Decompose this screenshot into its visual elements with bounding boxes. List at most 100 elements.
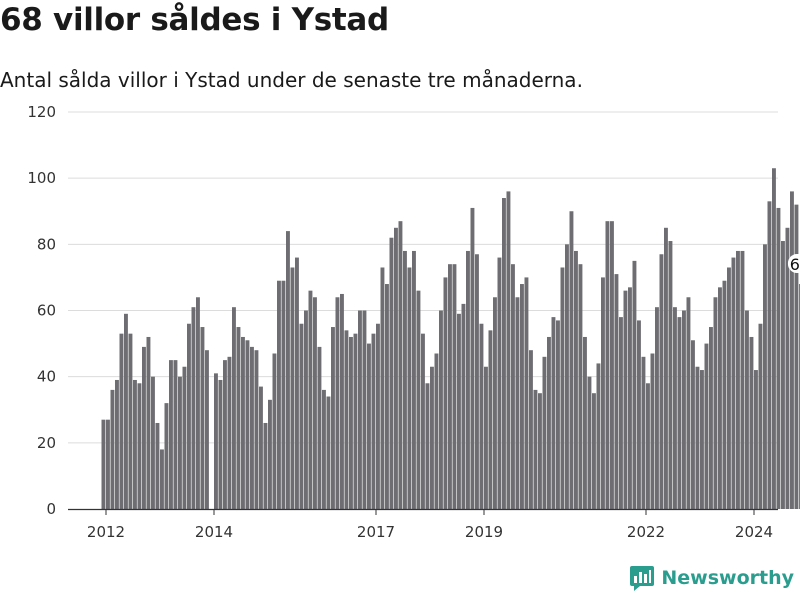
bar <box>736 250 740 509</box>
bar <box>565 244 569 510</box>
bar <box>200 327 205 509</box>
x-tick-label: 2024 <box>735 523 773 540</box>
bar <box>403 250 407 509</box>
bar <box>659 254 664 509</box>
bar <box>781 241 785 509</box>
bar <box>236 327 241 509</box>
bar <box>326 396 331 509</box>
bar <box>277 280 281 509</box>
bar <box>475 254 479 509</box>
bar <box>650 353 655 509</box>
annotation: 68 <box>787 254 800 274</box>
bar <box>677 317 682 509</box>
bar <box>767 201 772 509</box>
bar <box>439 310 443 509</box>
bar <box>605 221 610 510</box>
chart-title: 68 villor såldes i Ystad <box>0 2 389 38</box>
bar <box>655 307 659 509</box>
bar <box>331 327 335 509</box>
bar <box>524 277 529 509</box>
bar <box>142 346 146 509</box>
bar <box>101 419 106 509</box>
bar <box>182 366 187 509</box>
bar <box>673 307 677 509</box>
bar <box>335 297 340 509</box>
bar <box>434 353 439 509</box>
bar <box>632 260 637 509</box>
y-tick-label: 40 <box>37 368 56 386</box>
bar <box>785 227 790 509</box>
bar <box>263 422 268 509</box>
bar <box>452 264 457 509</box>
y-tick-label: 0 <box>46 500 56 518</box>
bar <box>754 370 758 509</box>
bar <box>740 250 745 509</box>
bar <box>560 267 565 509</box>
chart-subtitle: Antal sålda villor i Ystad under de sena… <box>0 68 583 92</box>
bar <box>124 313 128 509</box>
bar <box>443 277 448 509</box>
bar <box>254 350 259 509</box>
bar <box>110 389 115 509</box>
bar <box>313 297 317 509</box>
bar <box>398 221 403 510</box>
bar <box>664 227 668 509</box>
bar <box>502 198 506 509</box>
bar <box>151 376 155 509</box>
bar <box>281 280 286 509</box>
x-tick-label: 2019 <box>465 523 503 540</box>
bar <box>371 333 376 509</box>
bar <box>344 330 349 509</box>
y-tick-label: 80 <box>37 235 56 253</box>
bar <box>794 204 799 509</box>
bar <box>196 297 200 509</box>
bar <box>538 393 542 509</box>
bar <box>776 207 781 510</box>
bar <box>169 360 173 509</box>
bar <box>569 211 574 509</box>
y-tick-label: 120 <box>27 103 56 121</box>
bar <box>340 293 344 509</box>
bar <box>700 370 704 509</box>
bar <box>448 264 452 509</box>
bar <box>542 356 547 509</box>
bar <box>223 360 227 509</box>
bar <box>290 267 295 509</box>
bar <box>317 346 322 509</box>
bar <box>407 267 412 509</box>
bar <box>583 336 587 509</box>
bar-chart: 0 20 40 60 80 100 120 2012 2014 2017 2019 2022 2024… <box>27 103 800 540</box>
bar <box>259 386 263 509</box>
bar <box>713 297 718 509</box>
bar <box>529 350 533 509</box>
bar <box>619 317 623 509</box>
bar <box>488 330 493 509</box>
bar <box>425 383 430 509</box>
y-tick-label: 20 <box>37 434 56 452</box>
bar <box>686 297 691 509</box>
bar <box>385 284 389 509</box>
bar <box>493 297 497 509</box>
bar <box>353 333 358 509</box>
bar-chart-icon <box>630 566 655 591</box>
bar <box>610 221 614 510</box>
bar <box>718 287 722 509</box>
bar <box>304 310 308 509</box>
bar <box>295 257 299 509</box>
bar <box>128 333 133 509</box>
newsworthy-logo: Newsworthy <box>629 564 794 592</box>
bar <box>578 264 583 509</box>
data-label-background <box>787 254 800 274</box>
bar <box>115 379 119 509</box>
bar <box>214 373 218 509</box>
bar <box>596 363 601 509</box>
bar <box>286 231 290 509</box>
bar <box>556 320 560 509</box>
bar <box>592 393 596 509</box>
bar <box>763 244 767 510</box>
x-tick-label: 2017 <box>357 523 395 540</box>
bar <box>745 310 749 509</box>
bar <box>322 389 326 509</box>
bar <box>547 336 551 509</box>
bar <box>191 307 196 509</box>
